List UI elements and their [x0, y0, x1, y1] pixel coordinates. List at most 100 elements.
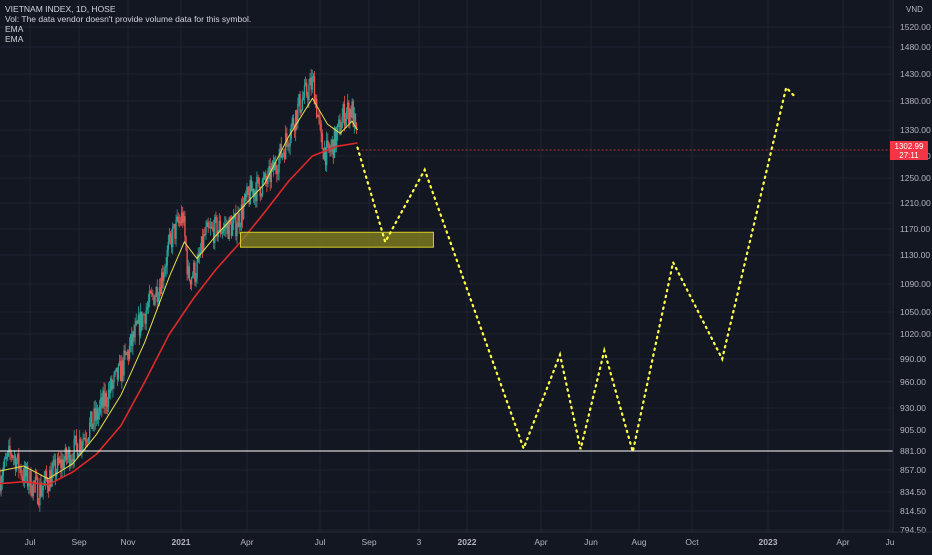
- candle-body: [329, 149, 331, 152]
- candle-body: [291, 117, 294, 125]
- candle-body: [236, 227, 238, 237]
- candle-body: [338, 119, 340, 124]
- candle-body: [117, 364, 120, 380]
- ema-fast-line: [0, 97, 358, 480]
- candle-body: [129, 334, 132, 346]
- candles: [0, 69, 358, 512]
- drawings[interactable]: [0, 85, 893, 453]
- candle-body: [230, 222, 233, 236]
- candle-body: [349, 109, 351, 124]
- candle-body: [261, 179, 264, 196]
- candle-body: [333, 127, 336, 159]
- price-axis[interactable]: 1520.001480.001430.001380.001330.001290.…: [892, 0, 931, 535]
- time-tick-label: 2023: [759, 537, 778, 547]
- candle-body: [283, 152, 286, 160]
- ema-legend-2[interactable]: EMA: [5, 34, 24, 44]
- candle-body: [102, 390, 104, 408]
- candle-body: [270, 168, 273, 183]
- candle-body: [153, 295, 155, 305]
- candle-body: [96, 408, 99, 420]
- candle-body: [25, 466, 28, 477]
- candle-body: [162, 272, 164, 282]
- time-axis[interactable]: Jul Sep Nov 2021 Apr Jul Sep 3 2022 Apr Jun Aug Oct 2…: [0, 531, 932, 547]
- candle-body: [281, 153, 284, 158]
- ema-lines: [0, 97, 358, 486]
- candle-body: [134, 324, 136, 338]
- demand-zone-rect[interactable]: [239, 231, 434, 248]
- candle-body: [116, 367, 119, 380]
- price-tick-label: 960.00: [900, 377, 926, 387]
- price-tick-label: 1520.00: [900, 22, 931, 32]
- candle-body: [221, 231, 224, 233]
- candle-body: [2, 467, 5, 476]
- candle-body: [219, 220, 222, 234]
- candle-body: [10, 452, 12, 455]
- time-tick-label: Jun: [584, 537, 598, 547]
- volume-note: Vol: The data vendor doesn't provide vol…: [5, 14, 252, 24]
- candle-body: [17, 453, 19, 462]
- price-tick-label: 1170.00: [900, 224, 930, 234]
- candle-body: [160, 272, 163, 295]
- candle-body: [352, 101, 354, 127]
- candle-body: [189, 280, 192, 285]
- candle-body: [113, 374, 115, 383]
- candle-body: [190, 277, 193, 285]
- candle-body: [318, 115, 320, 118]
- candle-body: [115, 367, 117, 371]
- candle-body: [92, 424, 94, 429]
- candle-body: [26, 466, 29, 487]
- candle-body: [311, 77, 313, 90]
- candle-body: [306, 82, 308, 96]
- candle-body: [235, 213, 237, 237]
- ema-legend-1[interactable]: EMA: [5, 24, 24, 34]
- candle-body: [334, 127, 337, 148]
- candle-body: [4, 458, 7, 460]
- candle-body: [133, 331, 135, 338]
- candle-body: [273, 162, 276, 171]
- candle-body: [176, 216, 178, 221]
- candle-body: [239, 225, 241, 227]
- candle-body: [93, 408, 95, 425]
- price-tick-label: 1430.00: [900, 69, 931, 79]
- time-tick-label: Aug: [631, 537, 646, 547]
- candle-body: [54, 459, 57, 477]
- candle-body: [252, 188, 255, 198]
- projection-path[interactable]: [356, 85, 798, 453]
- candle-body: [126, 351, 129, 355]
- candle-body: [98, 405, 101, 413]
- time-tick-label: 2022: [458, 537, 477, 547]
- price-tick-label: 1210.00: [900, 198, 931, 208]
- candle-body: [265, 173, 267, 181]
- candle-body: [122, 360, 124, 376]
- candle-body: [88, 422, 91, 438]
- candle-body: [28, 485, 30, 487]
- candle-body: [258, 177, 260, 187]
- candle-body: [196, 261, 198, 279]
- candle-body: [293, 125, 296, 132]
- candle-body: [174, 224, 176, 239]
- price-tick-label: 857.00: [900, 465, 926, 475]
- time-tick-label: Sep: [71, 537, 86, 547]
- candle-body: [216, 217, 218, 237]
- candle-body: [194, 262, 196, 282]
- candle-body: [282, 152, 285, 154]
- candle-body: [49, 470, 51, 492]
- candle-body: [145, 310, 147, 324]
- candle-body: [351, 101, 353, 118]
- candle-body: [231, 222, 234, 236]
- candle-body: [266, 180, 268, 184]
- price-tick-label: 1250.00: [900, 173, 931, 183]
- candle-body: [83, 437, 85, 439]
- candle-body: [21, 475, 23, 477]
- candle-body: [250, 179, 253, 192]
- candle-body: [14, 456, 17, 471]
- symbol-title[interactable]: VIETNAM INDEX, 1D, HOSE: [5, 4, 116, 14]
- candle-body: [350, 109, 352, 118]
- candle-body: [226, 223, 228, 229]
- candle-body: [260, 195, 263, 197]
- candle-body: [308, 85, 310, 101]
- candle-body: [232, 217, 235, 223]
- candle-body: [152, 293, 154, 296]
